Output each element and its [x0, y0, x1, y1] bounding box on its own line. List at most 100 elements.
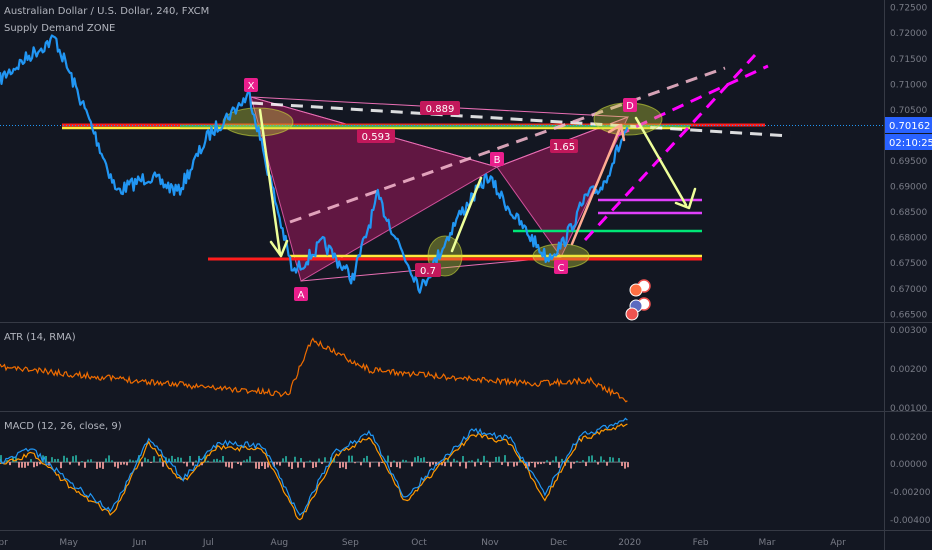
macd-histogram-bar: [345, 462, 347, 470]
macd-histogram-bar: [612, 457, 614, 463]
projection-arrows[interactable]: [258, 108, 697, 258]
current-price-labels: 0.70162 02:10:25: [885, 117, 932, 150]
macd-histogram-bar: [402, 459, 404, 463]
time-axis[interactable]: Apr May Jun Jul Aug Sep Oct Nov Dec 2020 Feb Mar Apr: [0, 538, 846, 548]
macd-histogram-bar: [315, 462, 317, 468]
macd-histogram-bar: [366, 455, 368, 463]
macd-histogram-bar: [624, 462, 626, 469]
macd-histogram-bar: [255, 462, 257, 469]
macd-histogram-bar: [396, 462, 398, 468]
arrow-d-down: [634, 116, 688, 207]
macd-histogram-bar: [78, 462, 80, 466]
arrow-c-to-d: [570, 126, 622, 246]
macd-histogram-bar: [480, 462, 482, 466]
point-label-d: D: [626, 101, 634, 112]
current-price-value: 0.70162: [889, 121, 930, 132]
macd-histogram-bar: [228, 462, 230, 468]
atr-series: [0, 337, 628, 403]
event-flag-icon-2: [629, 283, 643, 297]
macd-histogram-bar: [171, 455, 173, 463]
macd-histogram-bar: [432, 462, 434, 465]
macd-histogram-bar: [492, 462, 494, 463]
macd-histogram-bar: [567, 460, 569, 463]
macd-histogram-bar: [102, 462, 104, 469]
macd-histogram-bar: [423, 457, 425, 463]
price-tick: 0.67500: [890, 259, 927, 269]
macd-histogram-bar: [276, 462, 278, 465]
current-price-box: [885, 117, 932, 133]
macd-histogram-bar: [300, 458, 302, 463]
macd-histogram-bar: [72, 456, 74, 463]
macd-histogram-bar: [531, 462, 533, 464]
highlight-ellipses[interactable]: [222, 102, 663, 277]
macd-histogram-bar: [603, 459, 605, 463]
macd-series: [0, 417, 629, 521]
atr-tick-3: 0.00100: [890, 404, 927, 414]
macd-histogram-bar: [387, 455, 389, 463]
macd-histogram-bar: [426, 462, 428, 464]
macd-histogram-bar: [27, 462, 29, 466]
macd-tick-2: 0.00000: [890, 460, 927, 470]
macd-histogram-bar: [507, 462, 509, 467]
ratio-badge-4: [415, 263, 441, 277]
macd-histogram-bar: [279, 462, 281, 466]
ratio-label-3: 1.65: [553, 142, 575, 153]
time-tick: Nov: [481, 538, 499, 548]
trend-lines[interactable]: [250, 53, 791, 242]
macd-histogram-bar: [123, 462, 125, 465]
macd-histogram-bar: [312, 462, 314, 468]
macd-histogram-bar: [120, 462, 122, 465]
atr-axis[interactable]: 0.00300 0.00200 0.00100: [890, 326, 927, 414]
macd-histogram-bar: [597, 462, 599, 465]
macd-histogram-bar: [540, 462, 542, 465]
macd-histogram-bar: [90, 459, 92, 463]
macd-axis[interactable]: 0.00200 0.00000 -0.00200 -0.00400: [890, 433, 931, 526]
macd-histogram-bar: [183, 462, 185, 464]
macd-histogram-bar: [219, 460, 221, 463]
macd-histogram-bar: [57, 458, 59, 463]
macd-histogram-bar: [342, 462, 344, 468]
time-tick: Sep: [342, 538, 359, 548]
macd-histogram-bar: [417, 456, 419, 463]
time-tick: Jun: [132, 538, 147, 548]
macd-histogram-bar: [501, 462, 503, 465]
macd-histogram-bar: [381, 462, 383, 463]
macd-histogram-bar: [606, 462, 608, 466]
price-line: [0, 34, 629, 294]
macd-histogram-bar: [447, 459, 449, 463]
time-tick: 2020: [618, 538, 641, 548]
macd-histogram-bar: [18, 462, 20, 468]
macd-histogram-bar: [591, 455, 593, 463]
price-tick: 0.68500: [890, 208, 927, 218]
macd-histogram-bar: [621, 462, 623, 466]
macd-histogram-bar: [459, 462, 461, 467]
chart-legend[interactable]: Australian Dollar / U.S. Dollar, 240, FX…: [4, 6, 209, 432]
macd-histogram-bar: [36, 462, 38, 467]
macd-histogram-bar: [576, 460, 578, 463]
macd-histogram-bar: [132, 460, 134, 463]
macd-histogram-bar: [348, 455, 350, 463]
event-icons[interactable]: [625, 279, 651, 321]
macd-histogram-bar: [570, 462, 572, 469]
macd-histogram-bar: [24, 462, 26, 468]
macd-histogram-bar: [96, 462, 98, 469]
macd-histogram-bar: [543, 462, 545, 464]
macd-histogram-bar: [291, 462, 293, 469]
point-label-a: A: [298, 290, 305, 301]
macd-histogram-bar: [207, 460, 209, 463]
dashed-trendline-pink: [289, 66, 726, 224]
price-axis[interactable]: 0.72500 0.72000 0.71500 0.71000 0.70500 0.695…: [890, 4, 927, 321]
time-tick: Apr: [830, 538, 846, 548]
time-tick: Oct: [411, 538, 427, 548]
macd-histogram-bar: [237, 462, 239, 464]
event-flag-icon-5: [625, 307, 639, 321]
macd-histogram-bar: [534, 462, 536, 468]
macd-line: [0, 417, 628, 517]
macd-histogram-bar: [444, 462, 446, 467]
pattern-point-badges[interactable]: X A B C D: [244, 78, 637, 301]
macd-histogram-bar: [384, 461, 386, 463]
ratio-labels: 0.889 0.593 1.65 0.7: [357, 101, 578, 277]
macd-histogram-bar: [420, 458, 422, 463]
